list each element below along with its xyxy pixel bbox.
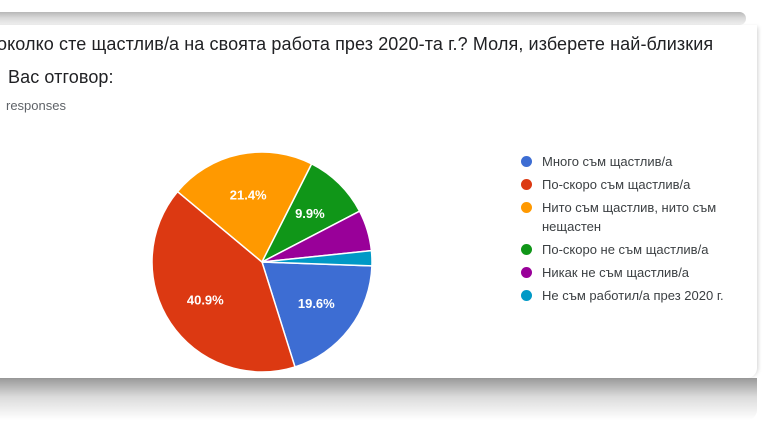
legend-label: Никак не съм щастлив/а [542, 265, 690, 280]
legend-color-dot [521, 179, 532, 190]
legend-item-5: Никак не съм щастлив/а [521, 263, 753, 282]
chart-legend: Много съм щастлив/а По-скоро съм щастлив/… [521, 152, 753, 309]
question-title-line1: околко сте щастлив/а на своята работа пр… [0, 34, 714, 54]
legend-item-1: Много съм щастлив/а [521, 152, 753, 171]
card-bottom-shadow [0, 378, 757, 420]
pie-slice-1[interactable] [261, 261, 373, 368]
legend-color-dot [521, 290, 532, 301]
pie-chart[interactable]: 19.6% 40.9% 21.4% 9.9% [150, 150, 374, 374]
pie-slice-value-label: 21.4% [230, 188, 267, 203]
legend-label: Много съм щастлив/а [542, 154, 673, 169]
legend-label: Не съм работил/а през 2020 г. [542, 288, 724, 303]
pie-slice-value-label: 9.9% [295, 206, 325, 221]
pie-slice-value-label: 19.6% [298, 296, 335, 311]
pie-slice-2[interactable] [151, 190, 296, 373]
legend-label: Нито съм щастлив, нито съм нещастен [542, 200, 717, 234]
question-title: околко сте щастлив/а на своята работа пр… [0, 28, 768, 94]
pie-slice-6[interactable] [261, 249, 373, 267]
legend-color-dot [521, 156, 532, 167]
legend-label: По-скоро не съм щастлив/а [542, 242, 709, 257]
question-result-card [0, 25, 757, 378]
pie-slice-value-label: 40.9% [187, 293, 224, 308]
responses-count-label: responses [6, 98, 66, 113]
legend-color-dot [521, 267, 532, 278]
legend-item-6: Не съм работил/а през 2020 г. [521, 286, 753, 305]
legend-item-4: По-скоро не съм щастлив/а [521, 240, 753, 259]
question-title-line2: Вас отговор: [8, 67, 114, 87]
legend-item-2: По-скоро съм щастлив/а [521, 175, 753, 194]
legend-color-dot [521, 244, 532, 255]
legend-label: По-скоро съм щастлив/а [542, 177, 691, 192]
legend-color-dot [521, 202, 532, 213]
previous-card-bottom-shadow [0, 12, 746, 25]
pie-slice-3[interactable] [176, 151, 313, 263]
legend-item-3: Нито съм щастлив, нито съм нещастен [521, 198, 753, 236]
